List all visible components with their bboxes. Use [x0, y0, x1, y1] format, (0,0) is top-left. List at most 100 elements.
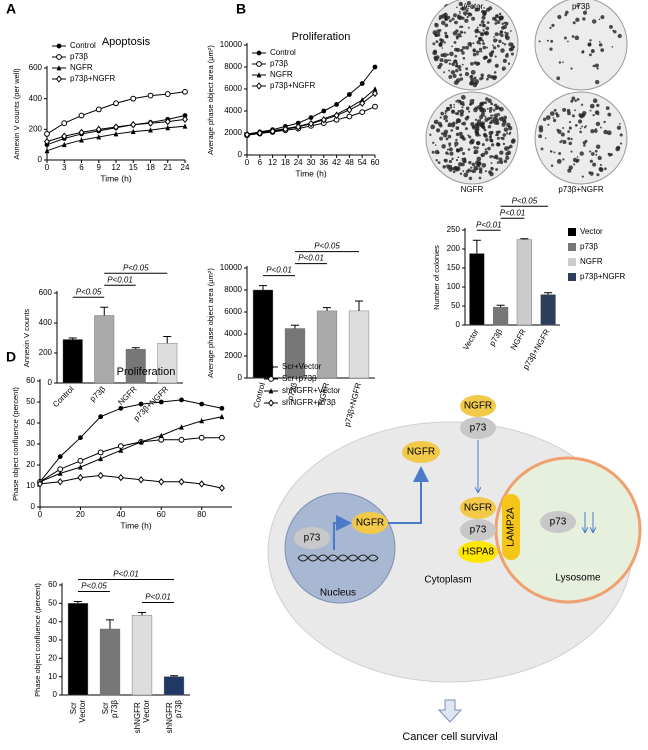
colony-dot [457, 109, 461, 113]
colony-dot [453, 165, 458, 170]
marker [198, 480, 205, 488]
y-tick-label: 6000 [224, 307, 242, 316]
colony-dot [580, 103, 584, 106]
colony-dot [457, 64, 462, 70]
colony-dot [473, 149, 479, 155]
colony-dot [448, 75, 453, 79]
colony-dot [596, 103, 600, 108]
y-axis-label: Number of colonies [432, 245, 441, 310]
y-tick-label: 30 [48, 635, 57, 644]
colony-dot [450, 123, 456, 128]
label: p73 [470, 525, 487, 536]
colony-dot [495, 118, 499, 123]
colony-dot [503, 146, 509, 151]
colony-dot [445, 151, 449, 155]
colony-dot [460, 35, 462, 38]
colony-dot [482, 45, 487, 50]
colony-dot [568, 165, 573, 170]
dna [297, 554, 379, 562]
x-tick-label: p73β+NGFR [343, 382, 363, 428]
colony-plates [425, 0, 628, 185]
colony-dot [458, 131, 463, 136]
legend-label: NGFR [70, 63, 93, 72]
colony-dot [432, 30, 438, 35]
colony-dot [547, 123, 550, 126]
marker [218, 484, 225, 492]
x-tick-label: 21 [163, 163, 172, 172]
colony-dot [475, 132, 480, 137]
colony-dot [599, 163, 602, 167]
marker [347, 92, 352, 97]
marker [118, 405, 124, 411]
colony-dot [451, 109, 455, 113]
colony-dot [574, 35, 580, 41]
bracket-label: P<0.05 [76, 287, 102, 296]
colony-dot [488, 106, 493, 111]
bracket-label: P<0.05 [512, 196, 538, 205]
marker [371, 89, 379, 98]
colony-dot [583, 144, 586, 147]
x-tick-label: 60 [371, 158, 380, 167]
colony-dot [468, 176, 473, 181]
bracket-label: P<0.01 [113, 570, 139, 579]
colony-dot [446, 53, 449, 56]
colony-dot [499, 106, 504, 112]
y-tick-label: 400 [29, 94, 43, 103]
legend-label: NGFR [270, 70, 293, 79]
legend-label: NGFR [580, 257, 603, 266]
colony-dot [562, 107, 567, 112]
bar [67, 603, 89, 696]
colony-dot [455, 62, 459, 65]
nucleus [284, 492, 396, 604]
colony-dot [484, 148, 487, 151]
colony-dot [456, 99, 459, 102]
colony-dot [481, 101, 484, 104]
x-tick-label: 18 [146, 163, 155, 172]
x-tick-label: p73β [487, 327, 504, 347]
colony-dot [484, 31, 488, 35]
colony-dot [465, 67, 469, 71]
colony-dot [566, 108, 571, 113]
x-tick-label: 42 [332, 158, 341, 167]
colony-dot [463, 172, 469, 178]
colony-dot [510, 30, 512, 32]
label: p73 [550, 517, 567, 528]
marker [218, 434, 225, 441]
colony-dot [487, 98, 492, 104]
colony-dot [483, 7, 485, 9]
colony-dot [455, 159, 459, 162]
colony-dot [461, 46, 466, 50]
protein [460, 519, 496, 541]
colony-dot [435, 159, 438, 162]
colony-dot [549, 47, 553, 51]
colony-dot [495, 121, 500, 125]
colony-dot [496, 44, 500, 48]
colony-dot [546, 39, 549, 42]
colony-dot [440, 53, 445, 57]
protein [352, 512, 388, 534]
colony-dot [479, 122, 485, 128]
colony-dot [501, 66, 506, 71]
colony-dot [433, 119, 439, 125]
colony-dot [439, 58, 444, 63]
colony-dot [578, 113, 583, 117]
colony-dot [459, 135, 463, 139]
colony-dot [489, 116, 493, 120]
colony-dot [490, 130, 494, 134]
colony-dot [435, 55, 440, 60]
colony-dot [478, 37, 483, 42]
colony-dot [511, 138, 516, 143]
marker [179, 424, 184, 430]
label: p73 [470, 423, 487, 434]
legend-marker [56, 65, 62, 71]
colony-dot [461, 16, 465, 20]
colony-dot [471, 102, 474, 105]
colony-dot [499, 160, 504, 165]
y-tick-label: 0 [38, 155, 43, 164]
marker [181, 115, 189, 124]
colony-dot [456, 126, 459, 129]
colony-dot [609, 153, 613, 157]
arrow [388, 466, 429, 524]
colony-dot [465, 106, 470, 111]
x-tick-label: shNGFR p73β [165, 700, 183, 734]
